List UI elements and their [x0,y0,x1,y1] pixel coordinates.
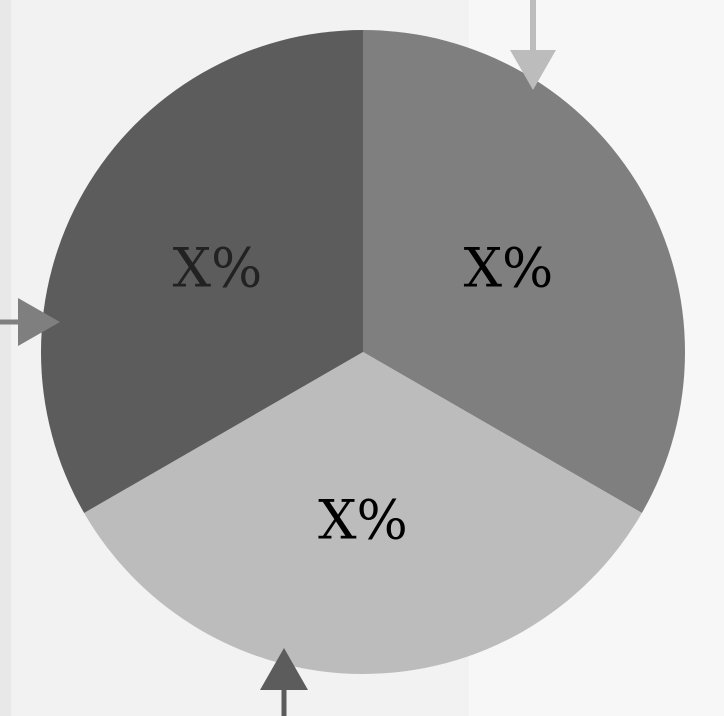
pie-slice-3 [41,30,363,513]
left-edge-strip [0,0,11,716]
slice-label-1: X% [464,237,554,300]
pointer-arrows [0,0,556,716]
arrow-bottom [260,648,308,716]
arrow-left [0,298,60,346]
pie-slice-1 [363,30,685,513]
pie-labels: X% X% X% [173,237,554,552]
pie-slice-2 [84,352,642,674]
slice-label-2: X% [318,489,408,552]
pie-slices [41,30,685,674]
slice-label-3: X% [173,237,263,300]
arrow-top [510,0,556,90]
